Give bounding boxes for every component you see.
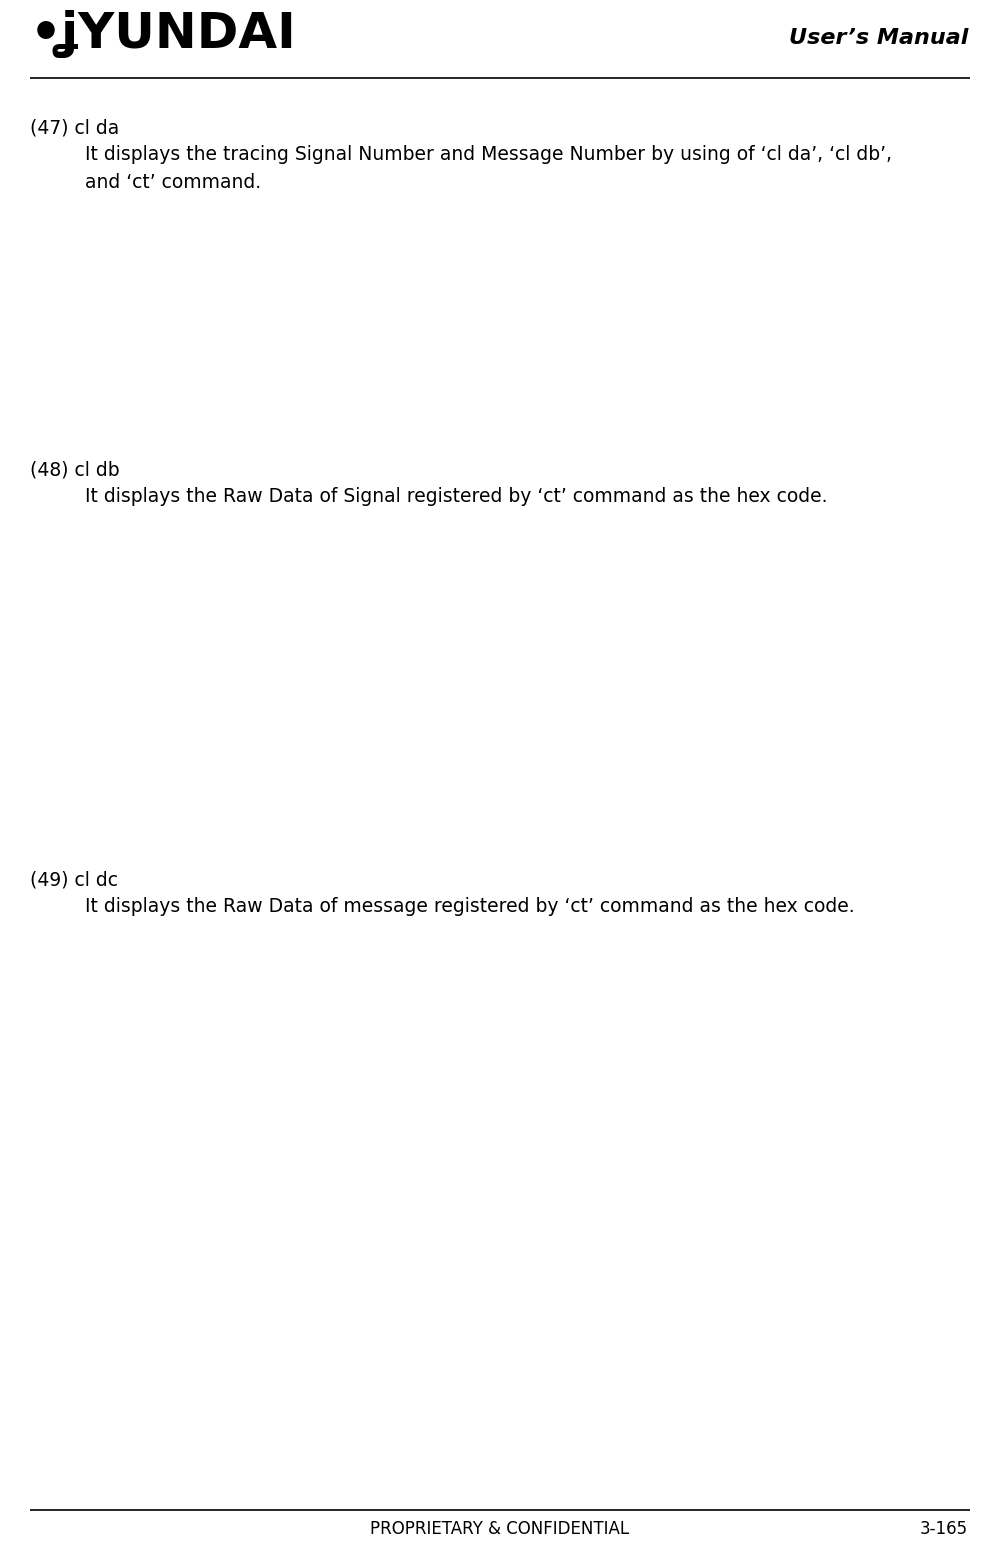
Text: (47) cl da: (47) cl da: [30, 118, 119, 137]
Text: (48) cl db: (48) cl db: [30, 460, 120, 478]
Text: and ‘ct’ command.: and ‘ct’ command.: [85, 173, 261, 192]
Text: •ʝYUNDAI: •ʝYUNDAI: [30, 9, 297, 58]
Text: User’s Manual: User’s Manual: [789, 28, 968, 48]
Text: PROPRIETARY & CONFIDENTIAL: PROPRIETARY & CONFIDENTIAL: [370, 1521, 630, 1538]
Text: (49) cl dc: (49) cl dc: [30, 869, 118, 890]
Text: It displays the Raw Data of Signal registered by ‘ct’ command as the hex code.: It displays the Raw Data of Signal regis…: [85, 488, 828, 506]
Text: It displays the Raw Data of message registered by ‘ct’ command as the hex code.: It displays the Raw Data of message regi…: [85, 897, 855, 916]
Text: 3-165: 3-165: [920, 1521, 968, 1538]
Text: It displays the tracing Signal Number and Message Number by using of ‘cl da’, ‘c: It displays the tracing Signal Number an…: [85, 145, 892, 164]
